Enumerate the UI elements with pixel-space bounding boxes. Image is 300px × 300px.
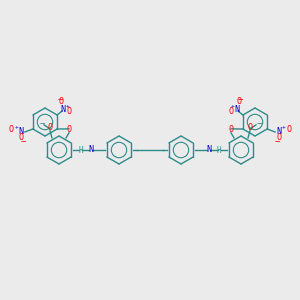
Text: O: O (67, 106, 72, 116)
Text: O: O (286, 125, 292, 134)
Text: O: O (236, 98, 242, 106)
Text: O: O (228, 106, 233, 116)
Text: N: N (206, 146, 211, 154)
Text: N: N (88, 146, 94, 154)
Text: −: − (39, 118, 45, 127)
Text: O: O (8, 125, 14, 134)
Text: O: O (58, 98, 64, 106)
Text: N: N (18, 127, 23, 136)
Text: −: − (274, 136, 280, 146)
Text: H: H (79, 146, 83, 155)
Text: N: N (277, 127, 282, 136)
Text: H: H (217, 146, 221, 155)
Text: N: N (61, 104, 66, 113)
Text: O: O (248, 123, 253, 132)
Text: +: + (65, 103, 69, 109)
Text: +: + (15, 124, 19, 130)
Text: −: − (256, 118, 262, 127)
Text: −: − (20, 136, 26, 146)
Text: N: N (234, 104, 239, 113)
Text: O: O (277, 133, 282, 142)
Text: O: O (229, 125, 233, 134)
Text: O: O (67, 125, 71, 134)
Text: −: − (237, 94, 243, 103)
Text: O: O (47, 123, 52, 132)
Text: +: + (231, 103, 235, 109)
Text: +: + (281, 124, 285, 130)
Text: O: O (18, 133, 23, 142)
Text: −: − (57, 94, 63, 103)
